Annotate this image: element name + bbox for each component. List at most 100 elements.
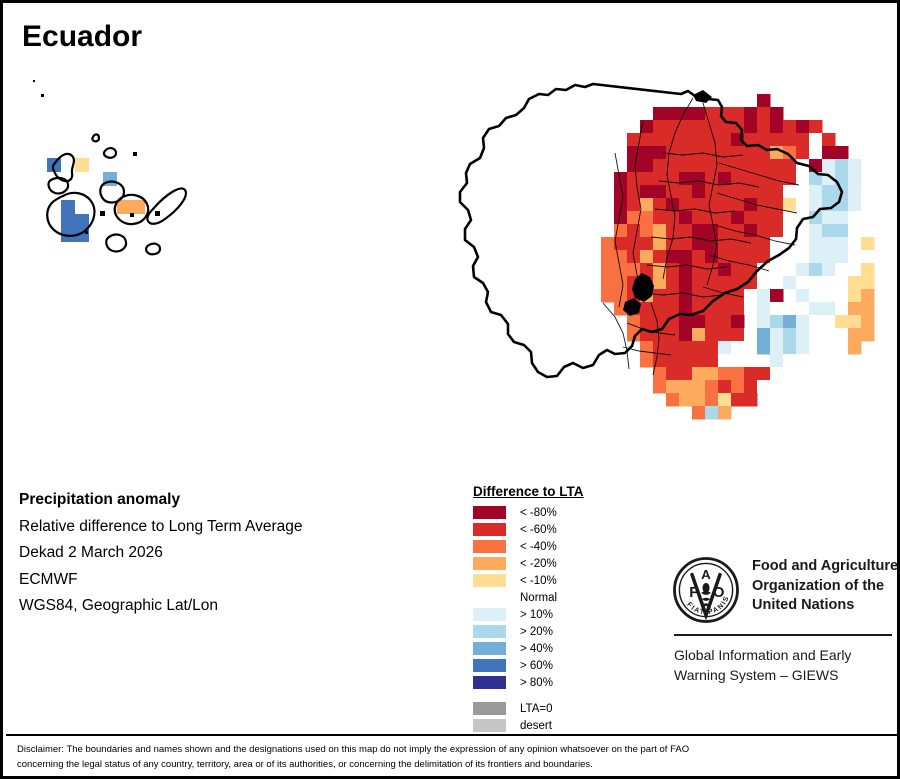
raster-cell	[692, 380, 706, 394]
raster-cell	[653, 172, 667, 186]
raster-cell	[835, 224, 849, 238]
raster-cell	[757, 380, 771, 394]
raster-cell	[718, 341, 732, 355]
raster-cell	[692, 224, 706, 238]
raster-cell	[666, 276, 680, 290]
raster-cell	[822, 302, 836, 316]
raster-cell	[731, 198, 745, 212]
raster-cell	[848, 315, 862, 329]
raster-cell	[731, 159, 745, 173]
raster-cell	[692, 341, 706, 355]
raster-cell	[679, 250, 693, 264]
raster-cell	[705, 120, 719, 134]
raster-cell	[770, 289, 784, 303]
raster-cell	[809, 341, 823, 355]
raster-cell	[822, 263, 836, 277]
raster-cell	[783, 263, 797, 277]
raster-cell	[731, 302, 745, 316]
raster-cell	[718, 224, 732, 238]
raster-cell	[653, 185, 667, 199]
raster-cell	[783, 276, 797, 290]
raster-cell	[679, 393, 693, 407]
province-boundary-path	[646, 264, 728, 270]
info-line-projection: WGS84, Geographic Lat/Lon	[19, 597, 219, 614]
raster-cell	[861, 289, 875, 303]
raster-cell	[692, 107, 706, 121]
raster-cell	[822, 328, 836, 342]
raster-cell	[627, 315, 641, 329]
raster-cell	[848, 185, 862, 199]
raster-cell	[744, 198, 758, 212]
raster-cell	[861, 198, 875, 212]
fao-branding-block: F A O FIAT PANIS Food and Agriculture Or…	[671, 555, 897, 685]
raster-cell	[822, 237, 836, 251]
map-canvas[interactable]	[3, 3, 897, 473]
raster-cell	[692, 211, 706, 225]
fao-name-line-3: United Nations	[752, 597, 855, 613]
raster-cell	[770, 185, 784, 199]
raster-cell	[822, 276, 836, 290]
raster-cell	[796, 341, 810, 355]
raster-cell	[744, 250, 758, 264]
raster-cell	[718, 406, 732, 420]
raster-cell	[757, 367, 771, 381]
raster-cell	[731, 250, 745, 264]
raster-cell	[731, 341, 745, 355]
legend-item-label: < -80%	[520, 506, 557, 519]
raster-cell	[614, 276, 628, 290]
raster-cell	[731, 107, 745, 121]
raster-cell	[614, 237, 628, 251]
map-dark-feature	[632, 273, 654, 302]
legend-item: < -10%	[473, 572, 623, 589]
raster-cell	[848, 250, 862, 264]
raster-cell	[653, 159, 667, 173]
raster-cell	[783, 250, 797, 264]
raster-cell	[744, 289, 758, 303]
raster-cell	[796, 133, 810, 147]
raster-cell	[692, 146, 706, 160]
raster-cell	[640, 172, 654, 186]
raster-cell	[718, 159, 732, 173]
raster-cell	[705, 198, 719, 212]
raster-cell	[848, 159, 862, 173]
raster-cell	[861, 328, 875, 342]
legend-item-label: > 20%	[520, 625, 553, 638]
raster-cell	[692, 159, 706, 173]
province-boundary-path	[602, 302, 630, 370]
galapagos-raster-cell	[61, 200, 75, 214]
raster-cell	[757, 94, 771, 108]
province-boundary-path	[716, 192, 798, 214]
raster-cell	[614, 172, 628, 186]
legend-color-swatch	[473, 557, 506, 570]
raster-cell	[679, 237, 693, 251]
raster-cell	[692, 198, 706, 212]
raster-cell	[822, 289, 836, 303]
raster-cell	[601, 289, 615, 303]
province-boundary-path	[662, 152, 744, 158]
galapagos-raster-cell	[75, 214, 89, 228]
raster-cell	[809, 289, 823, 303]
raster-cell	[653, 211, 667, 225]
raster-cell	[640, 315, 654, 329]
raster-cell	[744, 211, 758, 225]
map-dark-feature	[623, 298, 641, 316]
legend-item-label: < -40%	[520, 540, 557, 553]
disclaimer-block: Disclaimer: The boundaries and names sho…	[17, 742, 887, 772]
fao-name-line-1: Food and Agriculture	[752, 558, 899, 574]
svg-text:O: O	[713, 585, 724, 601]
province-boundary-path	[642, 292, 724, 298]
raster-cell	[718, 276, 732, 290]
raster-cell	[627, 133, 641, 147]
province-boundary-path	[658, 180, 760, 188]
legend-color-swatch	[473, 719, 506, 732]
legend-item-label: LTA=0	[520, 702, 553, 715]
raster-cell	[666, 250, 680, 264]
info-line-relative-difference: Relative difference to Long Term Average	[19, 517, 303, 535]
province-boundary-path	[662, 97, 694, 280]
raster-cell	[835, 289, 849, 303]
legend-color-swatch	[473, 574, 506, 587]
raster-cell	[679, 302, 693, 316]
legend-item-label: > 10%	[520, 608, 553, 621]
raster-cell	[835, 159, 849, 173]
raster-cell	[640, 237, 654, 251]
